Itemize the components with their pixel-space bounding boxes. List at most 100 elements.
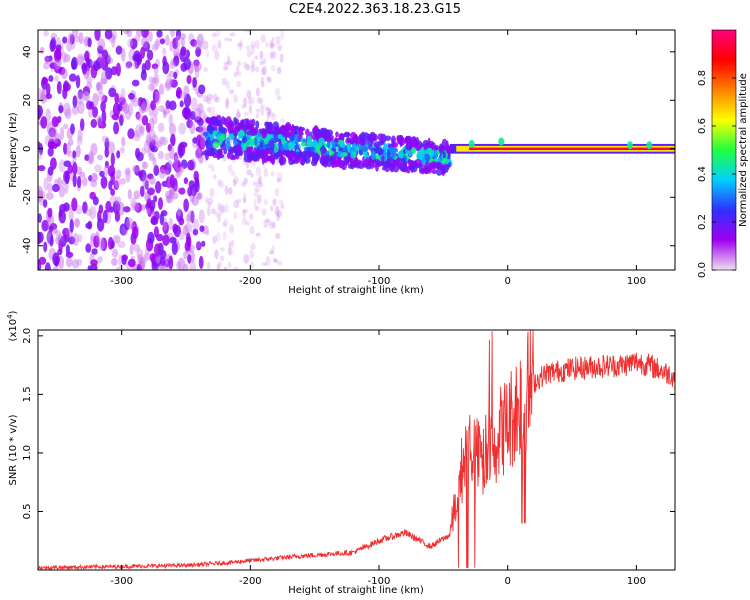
colorbar-tick-label: 0.2 [697,214,708,230]
heatmap-cell [52,252,60,267]
heatmap-cell [227,247,234,256]
heatmap-cell [184,222,193,234]
heatmap-cell [86,100,93,110]
heatmap-cell [276,260,283,266]
heatmap-cell [254,66,260,73]
heatmap-cell [125,61,132,70]
heatmap-cell [245,161,249,169]
heatmap-cell [305,151,313,159]
heatmap-cell [252,128,258,136]
heatmap-cell [276,213,280,222]
heatmap-cell [124,216,130,231]
heatmap-cell [219,247,226,252]
heatmap-cell [145,122,152,133]
heatmap-cell [148,76,154,85]
heatmap-cell [138,126,145,134]
heatmap-cell [194,176,200,187]
heatmap-cell [47,140,56,150]
heatmap-cell [75,35,80,43]
heatmap-cell [246,50,252,58]
heatmap-cell [367,137,374,147]
heatmap-cell [114,92,120,105]
heatmap-cell [68,73,77,82]
heatmap-cell [139,185,145,198]
heatmap-cell [258,97,264,105]
heatmap-cell [223,61,229,66]
heatmap-cell [164,152,171,161]
heatmap-cell [117,201,125,216]
heatmap-cell [268,134,274,139]
colorbar-tick-label: 0.4 [697,166,708,182]
heatmap-cell [363,152,368,158]
heatmap-cell [242,61,248,68]
heatmap-cell [260,81,265,88]
heatmap-cell [43,30,49,37]
heatmap-cell [267,76,272,83]
heatmap-cell [140,124,145,137]
heatmap-cell [278,199,284,205]
heatmap-cell [319,146,327,153]
heatmap-cell [90,118,98,128]
heatmap-cell [108,87,117,98]
heatmap-cell [270,113,277,121]
heatmap-cell [66,150,74,158]
heatmap-cell [134,202,143,213]
heatmap-cell [171,241,178,256]
heatmap-cell [289,142,294,150]
heatmap-cell [203,131,208,137]
heatmap-cell [60,235,67,247]
heatmap-cell [43,241,48,253]
heatmap-cell [48,225,54,232]
heatmap-cell [198,110,206,119]
heatmap-cell [97,45,104,54]
heatmap-cell [433,149,438,159]
heatmap-cell [81,176,88,187]
heatmap-cell [206,93,211,102]
heatmap-cell [201,240,206,247]
heatmap-cell [127,188,132,200]
heatmap-cell [276,177,282,183]
heatmap-cell [217,202,221,211]
heatmap-cell [214,50,220,61]
heatmap-cell [168,255,174,270]
heatmap-cell [150,82,155,93]
heatmap-cell [94,164,102,173]
heatmap-cell [51,183,60,193]
heatmap-cell [95,82,100,92]
heatmap-cell [261,262,268,267]
heatmap-cell [198,84,206,95]
heatmap-cell [79,171,86,178]
heatmap-cell [220,116,226,125]
heatmap-cell [243,192,247,203]
heatmap-cell [262,149,269,157]
heatmap-cell [233,266,238,270]
heatmap-cell [182,225,189,236]
heatmap-cell [237,60,241,67]
heatmap-cell [183,198,189,212]
heatmap-cell [194,107,202,121]
heatmap-cell [342,147,347,152]
heatmap-cell [48,75,54,82]
heatmap-cell [407,159,412,164]
heatmap-cell [129,38,138,50]
heatmap-cell [170,133,176,147]
heatmap-cell [279,53,284,63]
heatmap-cell [250,44,256,55]
heatmap-cell [262,58,267,65]
heatmap-cell [341,152,348,157]
heatmap-cell [248,152,256,161]
heatmap-cell [338,132,345,141]
heatmap-cell [147,173,154,180]
heatmap-cell [76,135,83,146]
heatmap-cell [150,100,156,111]
heatmap-cell [270,64,276,72]
snr-x-axis: -300 -200 -100 0 100 [110,330,646,587]
heatmap-cell [199,225,205,232]
heatmap-cell [133,132,141,142]
heatmap-cell [250,64,255,73]
colorbar-ticks: 0.0 0.2 0.4 0.6 0.8 [697,70,736,278]
heatmap-cell [121,136,126,147]
heatmap-cell [254,55,258,60]
heatmap-cell [233,176,239,184]
heatmap-cell [260,34,266,43]
